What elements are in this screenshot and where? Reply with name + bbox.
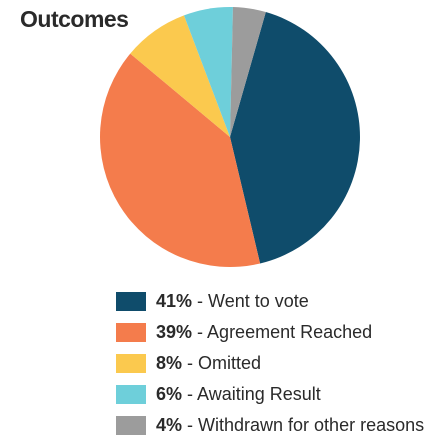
legend-item-agreement-reached: 39% - Agreement Reached <box>116 317 424 348</box>
legend-swatch <box>116 385 146 404</box>
legend-text: 39% - Agreement Reached <box>156 322 373 342</box>
pie-slice-agreement-reached <box>100 53 261 268</box>
legend-item-omitted: 8% - Omitted <box>116 348 424 379</box>
legend-text: 41% - Went to vote <box>156 291 309 311</box>
legend: 41% - Went to vote 39% - Agreement Reach… <box>116 286 424 441</box>
legend-label: Agreement Reached <box>207 322 373 342</box>
legend-percent: 39% <box>156 322 193 342</box>
pie-slice-awaiting-result <box>183 6 233 138</box>
legend-text: 8% - Omitted <box>156 353 262 373</box>
pie-slice-omitted <box>130 15 230 138</box>
legend-text: 4% - Withdrawn for other reasons <box>156 415 425 435</box>
legend-text: 6% - Awaiting Result <box>156 384 321 404</box>
legend-item-awaiting-result: 6% - Awaiting Result <box>116 379 424 410</box>
legend-percent: 8% <box>156 353 183 373</box>
legend-swatch <box>116 323 146 342</box>
legend-percent: 41% <box>156 291 193 311</box>
legend-label: Awaiting Result <box>197 384 321 404</box>
pie-slice-withdrawn-for-other-reasons <box>230 7 266 138</box>
legend-percent: 6% <box>156 384 183 404</box>
legend-label: Went to vote <box>208 291 309 311</box>
pie-slice-went-to-vote <box>230 12 360 264</box>
legend-swatch <box>116 416 146 435</box>
legend-item-went-to-vote: 41% - Went to vote <box>116 286 424 317</box>
legend-swatch <box>116 354 146 373</box>
legend-label: Omitted <box>198 353 262 373</box>
legend-swatch <box>116 292 146 311</box>
legend-label: Withdrawn for other reasons <box>198 415 425 435</box>
pie-chart <box>100 6 360 268</box>
legend-percent: 4% <box>156 415 183 435</box>
chart-title: Outcomes <box>20 6 129 32</box>
legend-item-withdrawn: 4% - Withdrawn for other reasons <box>116 410 424 441</box>
